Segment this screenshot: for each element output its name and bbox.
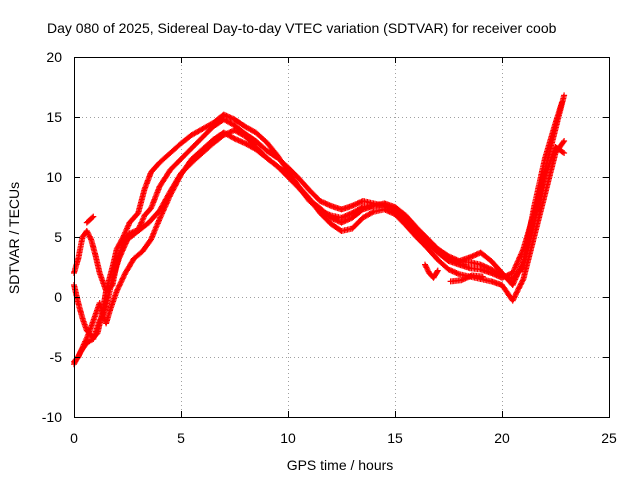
y-tick-labels: -10 -5 0 5 10 15 20	[42, 49, 62, 425]
axis-ticks	[74, 57, 610, 418]
x-tick-label: 0	[70, 430, 78, 446]
x-tick-label: 5	[177, 430, 185, 446]
y-tick-label: -5	[50, 349, 63, 365]
grid	[74, 57, 609, 417]
data-track	[447, 272, 486, 285]
y-tick-label: 5	[54, 229, 62, 245]
y-tick-label: 10	[46, 169, 62, 185]
y-tick-label: 0	[54, 289, 62, 305]
x-tick-label: 25	[601, 430, 617, 446]
y-tick-label: -10	[42, 409, 62, 425]
x-axis-label: GPS time / hours	[287, 457, 394, 473]
y-axis-label: SDTVAR / TECUs	[6, 182, 22, 294]
y-tick-label: 20	[46, 49, 62, 65]
x-tick-labels: 0 5 10 15 20 25	[70, 430, 617, 446]
data-track	[422, 261, 441, 281]
chart-title: Day 080 of 2025, Sidereal Day-to-day VTE…	[47, 20, 557, 36]
data-track	[83, 213, 97, 226]
x-tick-label: 20	[494, 430, 510, 446]
x-tick-label: 10	[280, 430, 296, 446]
x-tick-label: 15	[387, 430, 403, 446]
y-tick-label: 15	[46, 109, 62, 125]
